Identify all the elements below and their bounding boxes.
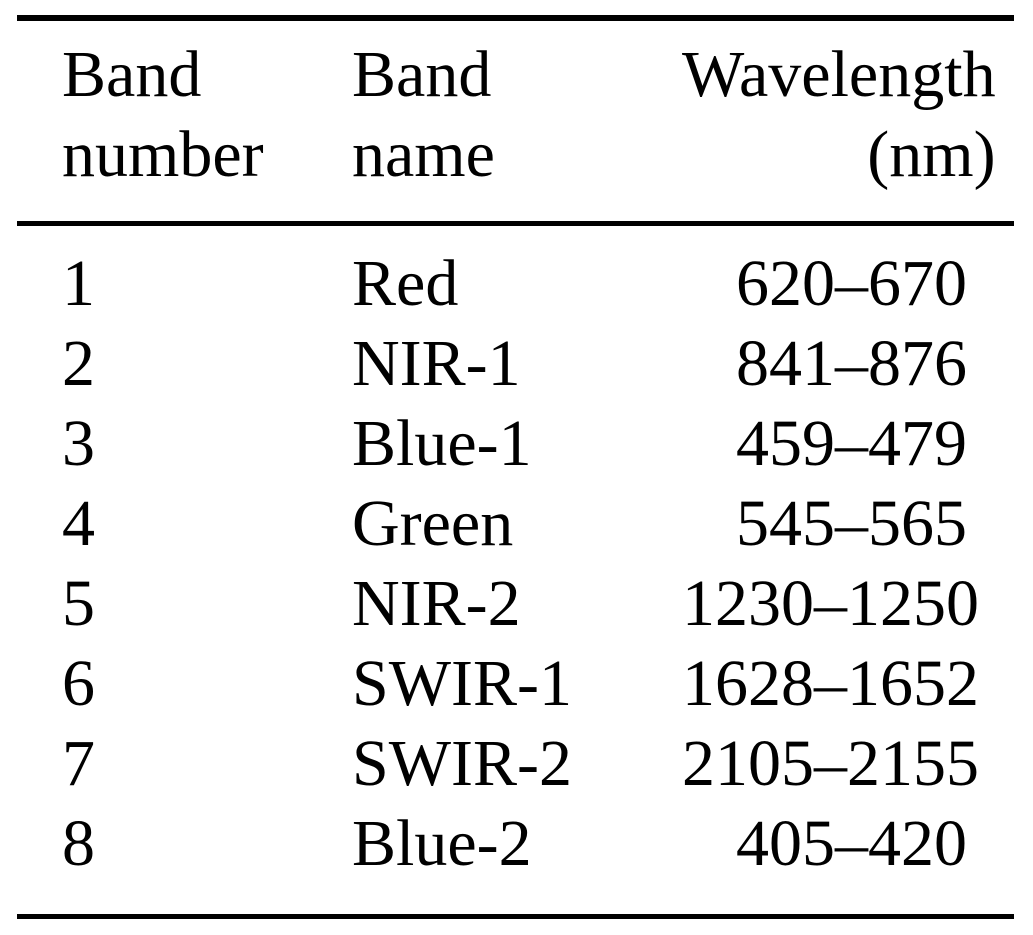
cell-wavelength: 545–565 bbox=[736, 487, 967, 560]
table-row: 6 SWIR-1 1628–1652 bbox=[17, 644, 1014, 724]
table-body: 1 Red 620–670 2 NIR-1 841–876 3 Blue-1 4… bbox=[17, 244, 1014, 884]
cell-band-number: 6 bbox=[62, 647, 95, 720]
cell-band-number: 8 bbox=[62, 807, 95, 880]
cell-band-name: NIR-1 bbox=[352, 327, 521, 400]
table-row: 3 Blue-1 459–479 bbox=[17, 404, 1014, 484]
cell-band-number: 2 bbox=[62, 327, 95, 400]
cell-band-name: Green bbox=[352, 487, 514, 560]
header-band-name: Band name bbox=[352, 35, 682, 195]
header-wavelength: Wavelength (nm) bbox=[682, 35, 996, 195]
cell-band-name: NIR-2 bbox=[352, 567, 521, 640]
table-row: 2 NIR-1 841–876 bbox=[17, 324, 1014, 404]
band-table: Band number Band name Wavelength (nm) 1 … bbox=[17, 0, 1014, 919]
cell-wavelength: 459–479 bbox=[736, 407, 967, 480]
cell-band-number: 1 bbox=[62, 247, 95, 320]
cell-band-name: SWIR-1 bbox=[352, 647, 572, 720]
table-row: 4 Green 545–565 bbox=[17, 484, 1014, 564]
table-top-rule bbox=[17, 15, 1014, 21]
table-mid-rule bbox=[17, 221, 1014, 226]
header-label-line: (nm) bbox=[867, 118, 996, 191]
cell-wavelength: 405–420 bbox=[736, 807, 967, 880]
cell-band-name: SWIR-2 bbox=[352, 727, 572, 800]
table-bottom-rule bbox=[17, 914, 1014, 919]
cell-band-name: Red bbox=[352, 247, 459, 320]
header-label-line: Wavelength bbox=[682, 38, 996, 111]
header-label-line: Band bbox=[352, 38, 492, 111]
header-band-number: Band number bbox=[62, 35, 352, 195]
table-row: 1 Red 620–670 bbox=[17, 244, 1014, 324]
cell-band-number: 5 bbox=[62, 567, 95, 640]
header-label-line: Band bbox=[62, 38, 202, 111]
cell-wavelength: 620–670 bbox=[736, 247, 967, 320]
header-label-line: number bbox=[62, 118, 264, 191]
cell-wavelength: 1628–1652 bbox=[682, 647, 979, 720]
table-row: 8 Blue-2 405–420 bbox=[17, 804, 1014, 884]
cell-wavelength: 841–876 bbox=[736, 327, 967, 400]
cell-band-number: 4 bbox=[62, 487, 95, 560]
cell-band-name: Blue-2 bbox=[352, 807, 532, 880]
table-row: 5 NIR-2 1230–1250 bbox=[17, 564, 1014, 644]
table-row: 7 SWIR-2 2105–2155 bbox=[17, 724, 1014, 804]
cell-wavelength: 1230–1250 bbox=[682, 567, 979, 640]
table-header-row: Band number Band name Wavelength (nm) bbox=[17, 35, 1014, 195]
header-label-line: name bbox=[352, 118, 495, 191]
cell-band-number: 3 bbox=[62, 407, 95, 480]
cell-band-number: 7 bbox=[62, 727, 95, 800]
cell-wavelength: 2105–2155 bbox=[682, 727, 979, 800]
cell-band-name: Blue-1 bbox=[352, 407, 532, 480]
